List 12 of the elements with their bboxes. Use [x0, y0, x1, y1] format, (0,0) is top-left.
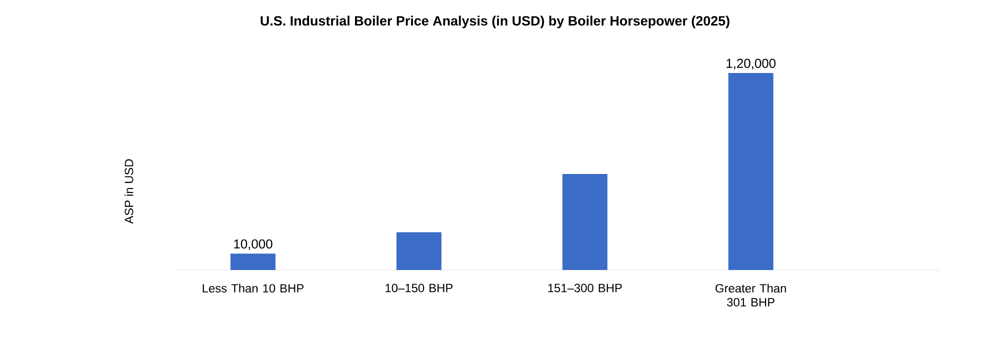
data-label: 10,000 — [234, 239, 272, 250]
data-label: 1,20,000 — [726, 58, 776, 70]
x-tick-label: 10–150 BHP — [386, 284, 453, 292]
x-tick-label: Greater Than 301 BHP — [716, 284, 786, 306]
bar — [396, 232, 442, 270]
bar — [230, 254, 276, 270]
y-axis-title: ASP in USD — [124, 159, 134, 224]
chart-title: U.S. Industrial Boiler Price Analysis (in USD) by Boiler Horsepower (2025) — [260, 16, 730, 28]
x-tick-label: 151–300 BHP — [548, 284, 622, 292]
x-tick-label: Less Than 10 BHP — [202, 284, 304, 293]
bar — [728, 72, 774, 270]
bar — [562, 174, 608, 270]
